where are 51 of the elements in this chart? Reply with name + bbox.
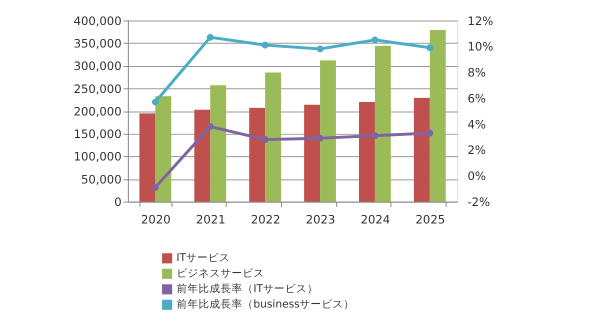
y2-tick-label: -2%: [467, 195, 490, 209]
y2-tick-label: 8%: [467, 66, 486, 80]
y-tick-label: 300,000: [74, 59, 122, 74]
bar: [265, 72, 282, 202]
x-tick-label: 2023: [306, 212, 336, 226]
bar: [359, 102, 375, 202]
bar: [430, 30, 446, 202]
y-tick-label: 200,000: [74, 104, 122, 118]
point: [316, 46, 324, 52]
x-tick-label: 2021: [196, 212, 226, 226]
point: [426, 44, 434, 52]
point: [262, 42, 269, 48]
y2-tick-label: 0%: [467, 169, 486, 184]
bar: [139, 113, 156, 202]
legend-label: 前年比成長率（ITサービス）: [176, 282, 318, 296]
y-tick-label: 350,000: [74, 36, 122, 50]
x-tick-label: 2024: [360, 212, 390, 226]
bar: [249, 108, 266, 202]
point: [206, 34, 214, 41]
point: [372, 132, 378, 140]
bar: [320, 60, 336, 202]
bar: [374, 46, 391, 202]
bar: [194, 110, 210, 202]
y-tick-label: 400,000: [74, 14, 122, 28]
x-tick-label: 2020: [141, 212, 171, 226]
y2-tick-label: 4%: [467, 117, 486, 132]
point: [152, 98, 159, 106]
legend-label: ITサービス: [176, 251, 230, 264]
point: [426, 130, 434, 136]
point: [206, 123, 214, 130]
y-tick-label: 100,000: [74, 150, 122, 164]
point: [316, 134, 324, 142]
bar: [304, 104, 320, 202]
y-tick-label: 50,000: [80, 172, 122, 186]
x-tick-label: 2025: [416, 212, 446, 226]
y2-tick-label: 6%: [467, 91, 486, 106]
point: [152, 184, 159, 191]
bar: [155, 96, 172, 202]
bar: [210, 85, 226, 202]
x-tick-label: 2022: [250, 212, 280, 226]
y2-tick-label: 10%: [467, 40, 494, 54]
y-tick-label: 250,000: [74, 82, 122, 96]
y2-tick-label: 2%: [467, 143, 486, 158]
y-tick-label: 0: [114, 195, 122, 209]
point: [262, 136, 269, 143]
point: [372, 36, 378, 44]
legend-label: ビジネスサービス: [176, 266, 264, 280]
y2-tick-label: 12%: [467, 14, 494, 28]
bar: [414, 98, 430, 202]
legend-label: 前年比成長率（businessサービス）: [176, 298, 355, 311]
y-tick-label: 150,000: [74, 127, 122, 142]
